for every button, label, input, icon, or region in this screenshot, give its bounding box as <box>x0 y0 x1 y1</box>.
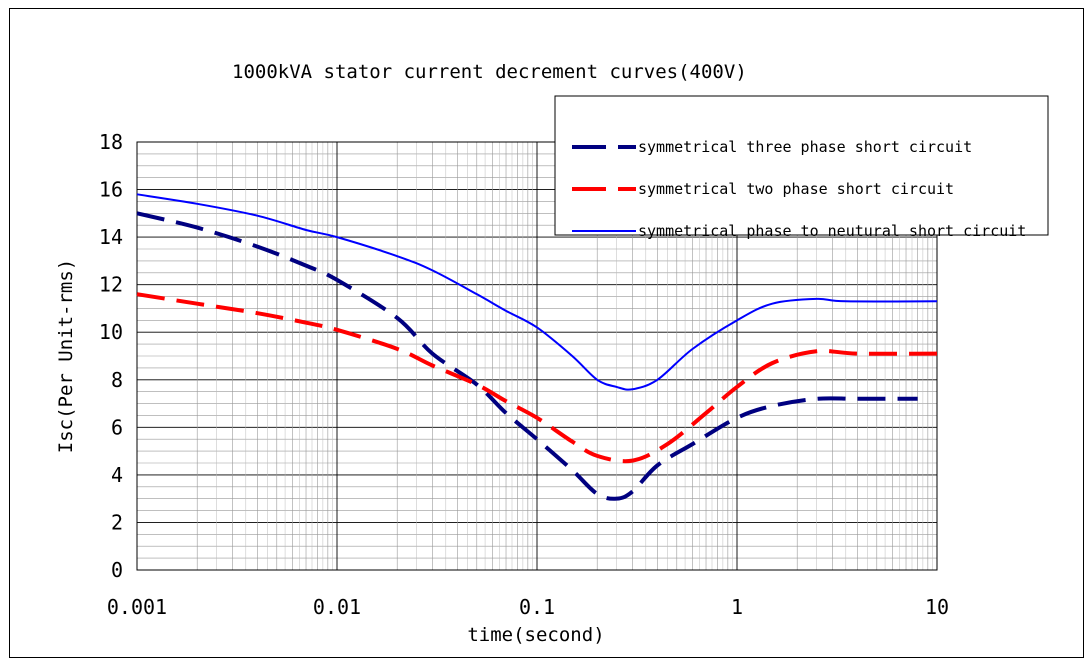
legend-label: symmetrical two phase short circuit <box>638 180 954 198</box>
legend-box <box>554 95 1049 236</box>
y-tick-label: 14 <box>99 225 123 249</box>
series-group <box>136 193 938 501</box>
y-tick-label: 6 <box>111 415 123 439</box>
y-tick-label: 8 <box>111 368 123 392</box>
y-tick-label: 0 <box>111 558 123 582</box>
tick-labels: 0.001 0.01 0.1 1 10 0 2 4 6 8 10 12 14 16 18 <box>99 130 949 619</box>
y-tick-label: 18 <box>99 130 123 154</box>
x-tick-label: 0.1 <box>519 595 555 619</box>
x-tick-label: 0.001 <box>107 595 167 619</box>
series-line-3 <box>136 193 938 391</box>
y-axis-label: Isc(Per Unit-rms) <box>55 259 77 453</box>
chart-title: 1000kVA stator current decrement curves(… <box>232 61 747 83</box>
y-tick-label: 12 <box>99 273 123 297</box>
plot-area <box>136 141 938 571</box>
x-tick-label: 0.01 <box>313 595 361 619</box>
y-tick-label: 16 <box>99 178 123 202</box>
legend-label: symmetrical three phase short circuit <box>638 138 972 156</box>
x-tick-label: 1 <box>731 595 743 619</box>
series-line-1 <box>136 211 918 501</box>
legend-label: symmetrical phase to neutural short circ… <box>638 222 1026 240</box>
y-tick-label: 2 <box>111 510 123 534</box>
legend: symmetrical three phase short circuit sym… <box>554 95 1049 240</box>
y-tick-label: 4 <box>111 463 123 487</box>
x-axis-label: time(second) <box>467 624 604 646</box>
series-line-2 <box>136 292 938 464</box>
x-tick-label: 10 <box>925 595 949 619</box>
y-tick-label: 10 <box>99 320 123 344</box>
